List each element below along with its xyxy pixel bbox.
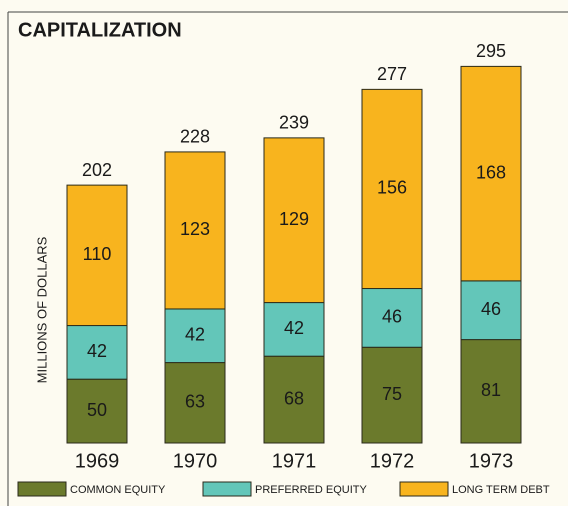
- bar-segment: [460, 280, 522, 341]
- segment-label: 129: [279, 209, 309, 229]
- legend-swatch: [17, 481, 67, 497]
- bar-segment: [164, 151, 226, 310]
- bar-segment: [66, 184, 128, 327]
- total-label: 228: [180, 127, 210, 147]
- legend-label: PREFERRED EQUITY: [255, 484, 368, 496]
- bar-segment: [460, 65, 522, 282]
- total-label: 295: [476, 41, 506, 61]
- bar-segment: [361, 88, 423, 290]
- bar-segment: [66, 378, 128, 444]
- legend-swatch: [399, 481, 449, 497]
- y-axis-label: MILLIONS OF DOLLARS: [34, 236, 49, 383]
- segment-label: 123: [180, 219, 210, 239]
- x-tick-label: 1970: [173, 450, 218, 472]
- segment-label: 156: [377, 178, 407, 198]
- bar-segment: [361, 346, 423, 444]
- total-label: 277: [377, 64, 407, 84]
- segment-label: 81: [481, 380, 501, 400]
- segment-label: 50: [87, 400, 107, 420]
- legend-swatch: [202, 481, 252, 497]
- chart-title: CAPITALIZATION: [18, 19, 182, 41]
- bar-segment: [460, 339, 522, 444]
- segment-label: 42: [87, 341, 107, 361]
- x-tick-label: 1969: [75, 450, 120, 472]
- bar-segment: [263, 355, 325, 444]
- x-tick-label: 1972: [370, 450, 415, 472]
- bar-segment: [263, 302, 325, 357]
- x-tick-label: 1971: [272, 450, 317, 472]
- total-label: 202: [82, 160, 112, 180]
- segment-label: 168: [476, 162, 506, 182]
- segment-label: 42: [185, 325, 205, 345]
- bar-segment: [361, 288, 423, 348]
- total-label: 239: [279, 113, 309, 133]
- bar-segment: [66, 325, 128, 380]
- segment-label: 46: [382, 307, 402, 327]
- x-tick-label: 1973: [469, 450, 514, 472]
- segment-label: 42: [284, 318, 304, 338]
- segment-label: 46: [481, 299, 501, 319]
- segment-label: 63: [185, 392, 205, 412]
- segment-label: 110: [83, 244, 112, 264]
- segment-label: 68: [284, 388, 304, 408]
- legend-label: LONG TERM DEBT: [452, 484, 550, 496]
- segment-label: 75: [382, 384, 402, 404]
- bar-segment: [263, 137, 325, 304]
- legend-label: COMMON EQUITY: [70, 484, 166, 496]
